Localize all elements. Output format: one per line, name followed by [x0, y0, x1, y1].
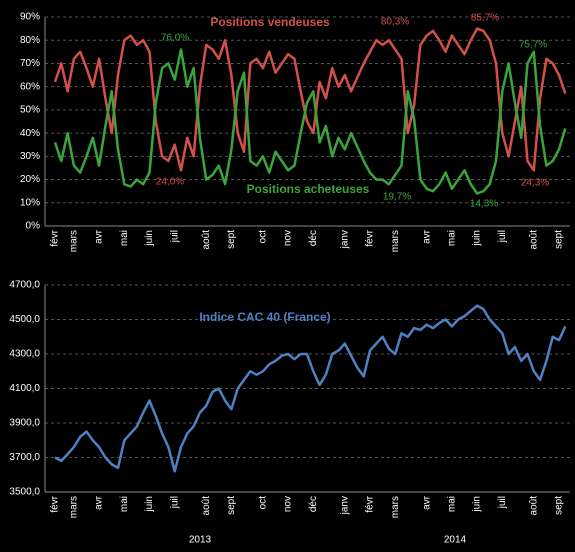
x-tick-label: juin: [144, 496, 155, 513]
x-tick-label: févr: [365, 229, 376, 246]
y-tick-label: 10%: [20, 197, 40, 208]
x-tick-label: avr: [421, 495, 432, 510]
y-tick-label: 30%: [20, 151, 40, 162]
x-tick-label: nov: [283, 230, 294, 246]
x-tick-label: mai: [447, 496, 458, 512]
x-tick-label: juin: [472, 230, 483, 247]
x-tick-label: juil: [497, 230, 508, 243]
annotation: 24,0%: [156, 177, 184, 188]
x-tick-label: déc: [308, 230, 319, 246]
x-tick-label: juil: [169, 496, 180, 509]
y-tick-label: 50%: [20, 105, 40, 116]
y-tick-label: 20%: [20, 174, 40, 185]
series-line: [53, 48, 567, 195]
y-tick-label: 70%: [20, 58, 40, 69]
x-tick-label: mai: [447, 230, 458, 246]
x-tick-label: janv: [339, 496, 350, 515]
y-tick-label: 3900,0: [9, 418, 40, 429]
y-tick-label: 4300,0: [9, 349, 40, 360]
x-tick-label: juil: [497, 496, 508, 509]
x-tick-label: mars: [390, 230, 401, 252]
x-tick-label: sept: [554, 496, 565, 515]
y-tick-label: 80%: [20, 35, 40, 46]
x-tick-label: avr: [421, 229, 432, 244]
x-tick-label: juin: [144, 230, 155, 247]
y-tick-label: 0%: [26, 221, 41, 232]
x-tick-label: sept: [226, 230, 237, 249]
annotation: 14,3%: [470, 199, 498, 210]
annotation: 85,7%: [471, 13, 499, 24]
x-tick-label: août: [528, 230, 539, 250]
y-tick-label: 90%: [20, 12, 40, 23]
x-tick-label: sept: [554, 230, 565, 249]
x-tick-label: avr: [94, 495, 105, 510]
annotation: 75,7%: [519, 40, 547, 51]
x-tick-label: juil: [169, 230, 180, 243]
x-tick-label: nov: [283, 496, 294, 512]
x-tick-label: oct: [258, 496, 269, 510]
annotation: 2014: [444, 535, 467, 546]
x-tick-label: août: [528, 496, 539, 516]
series-label: Indice CAC 40 (France): [199, 310, 330, 324]
annotation: 19,7%: [383, 192, 411, 203]
x-tick-label: mai: [119, 230, 130, 246]
series-line: [54, 304, 567, 473]
series-label: Positions vendeuses: [210, 15, 330, 29]
x-tick-label: mars: [390, 496, 401, 518]
x-tick-label: sept: [226, 496, 237, 515]
x-tick-label: févr: [50, 229, 61, 246]
series-label: Positions acheteuses: [247, 182, 370, 196]
y-tick-label: 4700,0: [9, 280, 40, 291]
x-tick-label: févr: [365, 495, 376, 512]
x-tick-label: mai: [119, 496, 130, 512]
y-tick-label: 60%: [20, 81, 40, 92]
y-tick-label: 4100,0: [9, 383, 40, 394]
x-tick-label: oct: [258, 230, 269, 244]
x-tick-label: janv: [339, 230, 350, 249]
y-tick-label: 40%: [20, 128, 40, 139]
y-tick-label: 3500,0: [9, 487, 40, 498]
annotation: 80,3%: [381, 17, 409, 28]
x-tick-label: mars: [69, 496, 80, 518]
x-tick-label: mars: [69, 230, 80, 252]
annotation: 76,0%: [161, 33, 189, 44]
y-tick-label: 4500,0: [9, 314, 40, 325]
x-tick-label: juin: [472, 496, 483, 513]
x-tick-label: août: [201, 230, 212, 250]
x-tick-label: août: [201, 496, 212, 516]
x-tick-label: févr: [50, 495, 61, 512]
series-line: [53, 27, 567, 172]
x-tick-label: avr: [94, 229, 105, 244]
annotation: 2013: [189, 535, 212, 546]
y-tick-label: 3700,0: [9, 452, 40, 463]
x-tick-label: déc: [308, 496, 319, 512]
annotation: 24,3%: [521, 178, 549, 189]
